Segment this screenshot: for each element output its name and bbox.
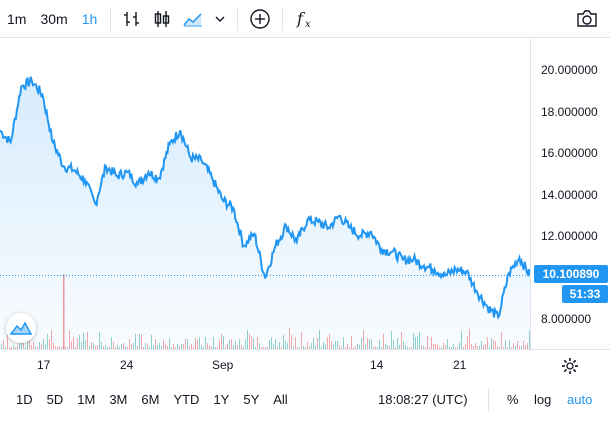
time-tick: 17	[37, 358, 51, 372]
add-compare-icon[interactable]	[244, 0, 276, 38]
tradingview-logo-icon[interactable]	[6, 313, 36, 343]
camera-icon[interactable]	[570, 0, 604, 38]
settings-gear-icon[interactable]	[561, 357, 579, 380]
area-chart-icon[interactable]	[177, 0, 209, 38]
chevron-down-icon[interactable]	[209, 0, 231, 38]
price-chart[interactable]	[0, 39, 610, 349]
svg-text:f: f	[296, 9, 306, 28]
price-tick: 8.000000	[541, 312, 592, 326]
price-tick: 12.000000	[541, 229, 598, 243]
range-1d[interactable]: 1D	[16, 391, 33, 407]
bars-icon[interactable]	[117, 0, 147, 38]
price-tick: 14.000000	[541, 188, 598, 202]
log-scale-toggle[interactable]: log	[534, 392, 552, 407]
time-tick: 24	[120, 358, 134, 372]
price-area-fill	[0, 76, 530, 349]
svg-text:x: x	[305, 19, 311, 30]
time-tick: 21	[453, 358, 467, 372]
price-tick: 16.000000	[541, 146, 598, 160]
toolbar-divider	[282, 6, 284, 31]
range-all[interactable]: All	[273, 391, 288, 407]
price-axis-divider	[530, 39, 531, 349]
current-price-badge: 10.100890	[534, 265, 608, 283]
interval-1h[interactable]: 1h	[81, 10, 98, 27]
candles-icon[interactable]	[147, 0, 177, 38]
time-tick: 14	[370, 358, 384, 372]
price-tick: 18.000000	[541, 105, 598, 119]
time-axis[interactable]: 17 24 Sep 14 21	[0, 349, 610, 379]
toolbar-divider	[237, 6, 239, 31]
toolbar-divider	[110, 6, 112, 31]
price-tick: 20.000000	[541, 63, 598, 77]
interval-30m[interactable]: 30m	[40, 10, 68, 27]
range-5y[interactable]: 5Y	[243, 391, 260, 407]
auto-scale-toggle[interactable]: auto	[567, 392, 593, 407]
range-1m[interactable]: 1M	[77, 391, 96, 407]
range-1y[interactable]: 1Y	[213, 391, 230, 407]
range-5d[interactable]: 5D	[46, 391, 64, 407]
range-ytd[interactable]: YTD	[173, 391, 200, 407]
percent-scale-toggle[interactable]: %	[507, 392, 519, 407]
range-3m[interactable]: 3M	[109, 391, 128, 407]
range-6m[interactable]: 6M	[141, 391, 160, 407]
utc-clock[interactable]: 18:08:27 (UTC)	[378, 392, 468, 407]
bottom-divider	[488, 389, 489, 411]
interval-1m[interactable]: 1m	[7, 10, 27, 27]
range-selector: 1D 5D 1M 3M 6M YTD 1Y 5Y All	[0, 384, 610, 414]
time-tick: Sep	[212, 358, 234, 372]
bar-countdown-badge: 51:33	[562, 285, 608, 303]
